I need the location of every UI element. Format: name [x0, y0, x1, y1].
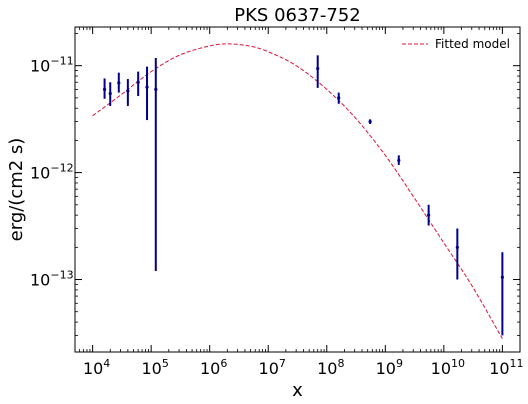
data-point — [126, 89, 130, 93]
x-tick-label: 1011 — [489, 357, 523, 378]
legend-label-fitted-model: Fitted model — [435, 37, 510, 51]
data-point — [108, 91, 112, 96]
x-tick-base: 10 — [317, 359, 337, 378]
data-point — [102, 87, 107, 91]
x-tick-label: 107 — [259, 357, 286, 378]
y-tick-exponent: −12 — [50, 162, 73, 175]
x-tick-label: 104 — [83, 357, 110, 378]
data-point — [427, 213, 431, 217]
data-point — [145, 85, 149, 89]
data-point — [154, 87, 158, 91]
y-tick-label: 10−13 — [30, 269, 74, 290]
x-tick-exponent: 6 — [220, 357, 227, 370]
y-tick-label: 10−11 — [30, 55, 74, 76]
data-point — [397, 158, 401, 163]
x-tick-base: 10 — [83, 359, 103, 378]
x-tick-exponent: 4 — [103, 357, 110, 370]
x-tick-label: 108 — [317, 357, 344, 378]
x-tick-label: 105 — [141, 357, 168, 378]
x-tick-exponent: 9 — [396, 357, 403, 370]
x-tick-exponent: 7 — [279, 357, 286, 370]
x-tick-exponent: 8 — [337, 357, 344, 370]
x-tick-exponent: 5 — [162, 357, 169, 370]
x-tick-exponent: 10 — [451, 357, 465, 370]
x-tick-base: 10 — [489, 359, 509, 378]
y-tick-base: 10 — [30, 57, 50, 76]
chart-title: PKS 0637-752 — [234, 5, 360, 26]
y-tick-label: 10−12 — [30, 162, 74, 183]
data-point — [117, 81, 121, 85]
y-tick-exponent: −11 — [50, 55, 73, 68]
x-tick-label: 1010 — [431, 357, 465, 378]
y-tick-base: 10 — [30, 164, 50, 183]
x-tick-base: 10 — [200, 359, 220, 378]
x-tick-base: 10 — [141, 359, 161, 378]
data-point — [455, 245, 459, 249]
data-point — [368, 119, 372, 124]
x-tick-base: 10 — [376, 359, 396, 378]
model-layer — [92, 43, 503, 339]
x-tick-label: 109 — [376, 357, 403, 378]
data-layer — [102, 55, 504, 336]
data-point — [316, 66, 320, 71]
plot-area — [74, 26, 521, 353]
x-tick-exponent: 11 — [510, 357, 524, 370]
data-point — [337, 96, 341, 100]
y-axis-title: erg/(cm2 s) — [6, 138, 27, 242]
x-tick-base: 10 — [259, 359, 279, 378]
x-axis: 104 105 106 107 108 109 1010 1011 — [79, 27, 524, 378]
x-tick-label: 106 — [200, 357, 227, 378]
x-tick-base: 10 — [431, 359, 451, 378]
data-point — [136, 80, 140, 84]
x-axis-title: x — [292, 380, 303, 401]
y-tick-base: 10 — [30, 271, 50, 290]
y-tick-exponent: −13 — [50, 269, 73, 282]
data-point — [500, 275, 504, 279]
fitted-model-curve — [92, 43, 503, 339]
plot-frame — [74, 26, 521, 353]
legend: Fitted model — [402, 37, 510, 51]
